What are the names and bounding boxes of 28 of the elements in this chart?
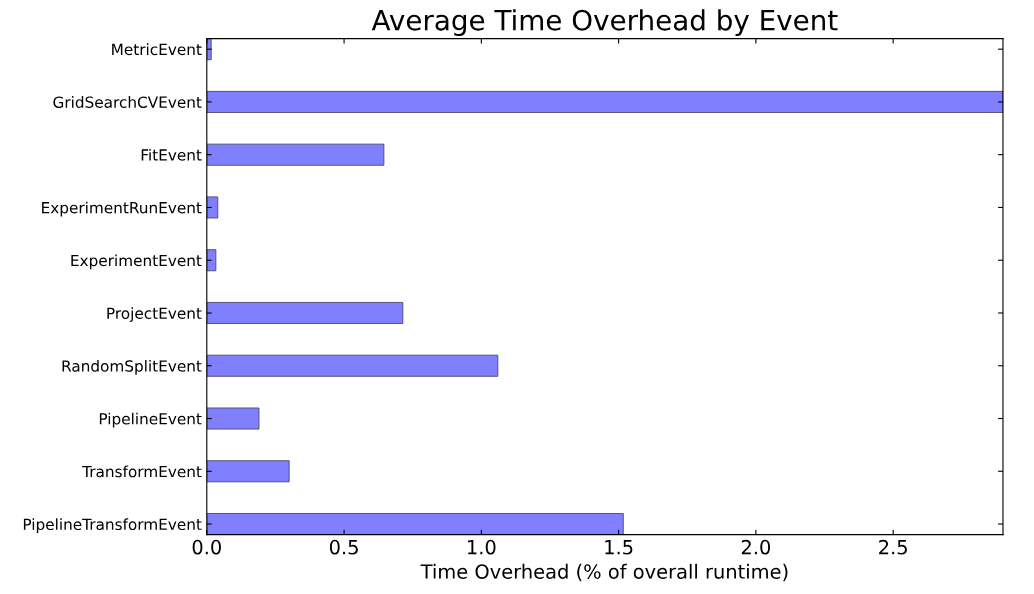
x-axis-title: Time Overhead (% of overall runtime) (420, 563, 788, 582)
bar (206, 143, 385, 166)
x-tick-label: 2.0 (741, 539, 771, 555)
y-tick-label: MetricEvent (112, 43, 202, 56)
x-tick-label: 0.5 (329, 539, 358, 555)
y-tick-label: GridSearchCVEvent (53, 96, 202, 108)
bar (206, 460, 290, 483)
bar (206, 407, 260, 430)
y-tick-label: PipelineEvent (99, 412, 202, 428)
bar (206, 196, 219, 219)
y-tick-label: FitEvent (141, 148, 202, 161)
bar (206, 354, 499, 377)
chart-title: Average Time Overhead by Event (371, 9, 838, 37)
bar (206, 302, 404, 324)
x-tick-label: 0.0 (192, 539, 221, 555)
bar (206, 38, 212, 61)
y-tick-label: PipelineTransformEvent (23, 518, 202, 534)
y-tick-label: ExperimentEvent (71, 254, 202, 270)
bar (206, 90, 1003, 113)
bar (206, 513, 624, 535)
bar (206, 249, 217, 272)
y-tick-label: ExperimentRunEvent (42, 201, 202, 217)
x-tick-label: 1.5 (605, 540, 633, 555)
y-tick-label: ProjectEvent (107, 307, 202, 322)
y-tick-label: TransformEvent (82, 465, 202, 478)
y-tick-label: RandomSplitEvent (62, 359, 202, 375)
x-tick-label: 1.0 (468, 539, 496, 555)
x-tick-label: 2.5 (879, 539, 907, 555)
